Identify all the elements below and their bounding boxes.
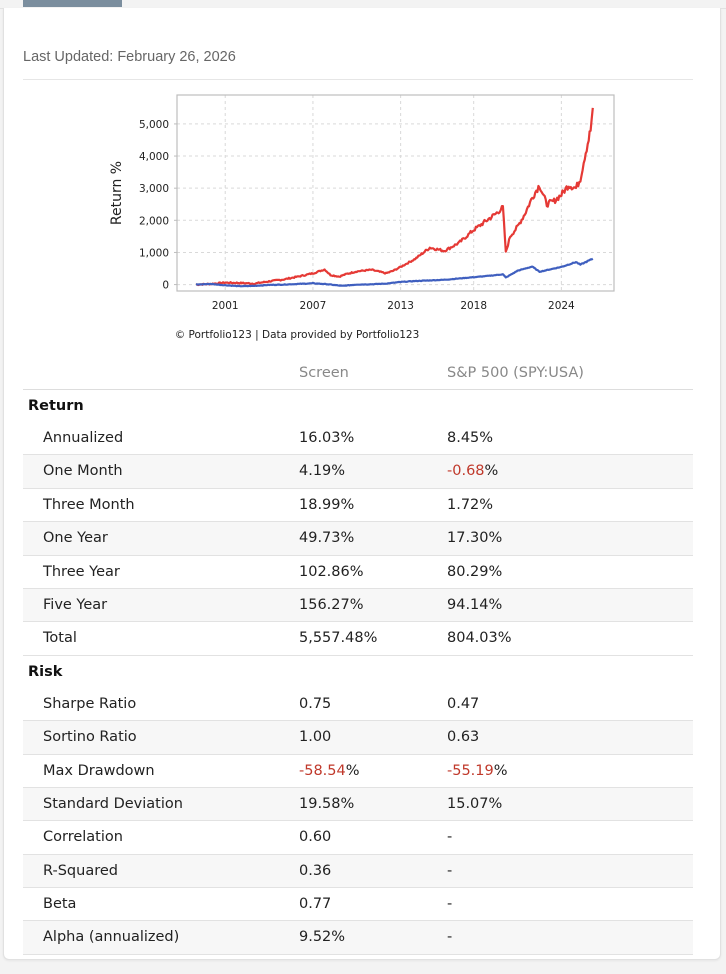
row-label: R-Squared [43, 862, 118, 879]
table-row: Alpha (annualized) 9.52% - [23, 921, 693, 955]
row-label: Beta [43, 896, 77, 913]
series-line-screen [195, 107, 594, 287]
benchmark-value: 804.03% [447, 630, 512, 647]
row-label: Annualized [43, 430, 124, 446]
table-row: Correlation 0.60 - [23, 821, 693, 855]
table-row: Sortino Ratio 1.00 0.63 [23, 721, 693, 755]
y-tick-label: 1,000 [139, 247, 169, 259]
chart-credit: © Portfolio123 | Data provided by Portfo… [175, 329, 420, 341]
table-row: One Month 4.19% -0.68% [23, 455, 693, 489]
y-tick-label: 5,000 [139, 119, 169, 131]
x-tick-label: 2001 [212, 300, 239, 312]
y-tick-label: 2,000 [139, 215, 169, 227]
screen-value: 0.75 [299, 695, 332, 712]
row-label: Alpha (annualized) [43, 929, 180, 946]
negative-number: -58.54 [299, 762, 346, 779]
screen-value: 16.03% [299, 430, 355, 446]
plot-frame [176, 94, 615, 292]
series-layer [195, 107, 594, 288]
row-label: Sharpe Ratio [43, 695, 137, 712]
benchmark-value: - [447, 862, 453, 879]
x-tick-labels: 2001 2007 2013 2018 2024 [212, 300, 575, 312]
screen-value: 9.52% [299, 929, 346, 946]
table-header: Screen S&P 500 (SPY:USA) [23, 358, 693, 390]
screen-value: 19.58% [299, 795, 355, 812]
benchmark-value: 1.72% [447, 496, 494, 513]
divider [23, 79, 693, 80]
screen-value: 1.00 [299, 729, 332, 746]
row-label: Three Year [43, 563, 120, 580]
table-row: Annualized 16.03% 8.45% [23, 422, 693, 456]
benchmark-value: - [447, 896, 453, 913]
table-row: Standard Deviation 19.58% 15.07% [23, 787, 693, 822]
benchmark-value: - [447, 929, 453, 946]
benchmark-value: 80.29% [447, 563, 503, 580]
screen-value: 18.99% [299, 496, 355, 513]
y-tick-label: 0 [162, 280, 169, 292]
table-body: Return Annualized 16.03% 8.45% One Month 4.19… [23, 390, 693, 955]
row-label: Three Month [43, 496, 135, 513]
row-label: Total [43, 630, 77, 647]
section-title: Risk [28, 663, 63, 680]
last-updated-text: Last Updated: February 26, 2026 [23, 49, 236, 65]
x-tick-label: 2007 [300, 300, 327, 312]
table-row: Max Drawdown -58.54% -55.19% [23, 755, 693, 788]
benchmark-value: -55.19% [447, 763, 508, 779]
row-label: Five Year [43, 596, 108, 613]
x-tick-label: 2018 [460, 300, 487, 312]
table-row: R-Squared 0.36 - [23, 854, 693, 889]
row-label: Max Drawdown [43, 762, 155, 779]
series-line-benchmark [195, 257, 594, 288]
section-title: Return [28, 398, 84, 414]
screen-value: 4.19% [299, 463, 346, 480]
row-label: Sortino Ratio [43, 729, 137, 746]
section-header-risk: Risk [23, 656, 693, 688]
y-tick-label: 3,000 [139, 183, 169, 195]
benchmark-value: 8.45% [447, 430, 494, 446]
benchmark-value: -0.68% [447, 463, 498, 479]
screen-value: 5,557.48% [299, 630, 378, 647]
benchmark-value: - [447, 829, 453, 846]
screen-value: 49.73% [299, 530, 355, 547]
row-label: One Month [43, 463, 123, 480]
stats-table: Screen S&P 500 (SPY:USA) Return Annualize… [23, 358, 693, 955]
table-row: Beta 0.77 - [23, 888, 693, 922]
benchmark-value: 94.14% [447, 596, 503, 613]
screen-value: 102.86% [299, 563, 364, 580]
table-row: Three Month 18.99% 1.72% [23, 489, 693, 523]
table-row: Five Year 156.27% 94.14% [23, 588, 693, 623]
y-tick-labels: 0 1,000 2,000 3,000 4,000 5,000 [139, 119, 169, 292]
x-tick-label: 2013 [387, 300, 414, 312]
screen-value: 0.36 [299, 862, 332, 879]
negative-number: -55.19 [447, 762, 494, 779]
screen-value: 0.60 [299, 829, 332, 846]
table-row: Total 5,557.48% 804.03% [23, 622, 693, 656]
screen-value: -58.54% [299, 763, 360, 779]
column-header-screen: Screen [299, 365, 349, 381]
y-axis-label: Return % [109, 161, 125, 225]
chart-grid [174, 95, 614, 291]
benchmark-value: 0.47 [447, 695, 480, 712]
screen-value: 0.77 [299, 896, 332, 913]
benchmark-value: 15.07% [447, 795, 503, 812]
y-tick-label: 4,000 [139, 151, 169, 163]
row-label: Standard Deviation [43, 795, 183, 812]
percent-suffix: % [484, 463, 499, 480]
benchmark-value: 17.30% [447, 530, 503, 547]
x-tick-label: 2024 [548, 300, 575, 312]
section-header-return: Return [23, 390, 693, 422]
row-label: One Year [43, 530, 108, 547]
table-row: Sharpe Ratio 0.75 0.47 [23, 688, 693, 722]
negative-number: -0.68 [447, 463, 485, 480]
column-header-benchmark: S&P 500 (SPY:USA) [447, 365, 584, 381]
row-label: Correlation [43, 829, 123, 846]
active-tab-indicator[interactable] [23, 0, 122, 7]
table-row: Three Year 102.86% 80.29% [23, 556, 693, 589]
screen-value: 156.27% [299, 596, 364, 613]
table-row: One Year 49.73% 17.30% [23, 522, 693, 556]
percent-suffix: % [493, 762, 508, 779]
benchmark-value: 0.63 [447, 729, 480, 746]
percent-suffix: % [345, 762, 360, 779]
